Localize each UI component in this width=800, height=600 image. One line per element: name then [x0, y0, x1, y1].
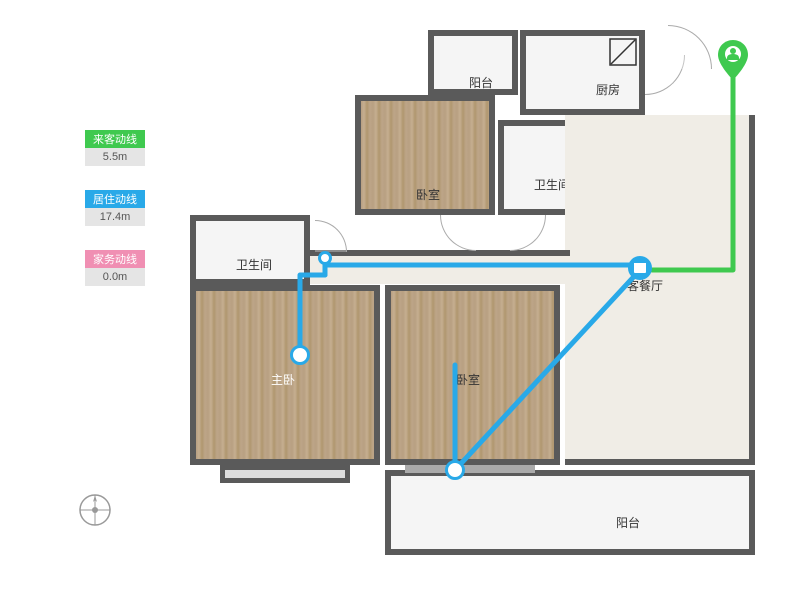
legend-panel: 来客动线 5.5m 居住动线 17.4m 家务动线 0.0m [85, 130, 145, 310]
legend-living-value: 17.4m [85, 208, 145, 226]
room-master: 主卧 [190, 285, 380, 465]
legend-chore-label: 家务动线 [85, 250, 145, 268]
door-arc [315, 220, 347, 252]
path-node [445, 460, 465, 480]
window-strip [220, 465, 350, 483]
room-master-label: 主卧 [271, 371, 295, 388]
corridor [310, 250, 570, 284]
room-bath1-label: 卫生间 [236, 256, 272, 273]
room-bedroom2: 卧室 [355, 95, 495, 215]
path-node-living-main [628, 256, 652, 280]
room-bedroom3-label: 卧室 [456, 371, 480, 388]
room-livingroom: 客餐厅 [565, 115, 755, 465]
legend-item-living: 居住动线 17.4m [85, 190, 145, 226]
room-kitchen-label: 厨房 [596, 81, 620, 98]
path-node [318, 251, 332, 265]
door-arc [510, 215, 546, 251]
legend-guest-value: 5.5m [85, 148, 145, 166]
compass-icon [75, 490, 115, 530]
door-arc [440, 215, 476, 251]
room-bath1: 卫生间 [190, 215, 310, 285]
entry-marker-icon [718, 40, 748, 80]
legend-item-chore: 家务动线 0.0m [85, 250, 145, 286]
room-balcony1: 阳台 [428, 30, 518, 95]
room-balcony2-label: 阳台 [616, 514, 640, 531]
floorplan: 阳台 厨房 卧室 卫生间 卫生间 主卧 卧室 客餐厅 阳台 [190, 20, 780, 580]
path-node [290, 345, 310, 365]
legend-guest-label: 来客动线 [85, 130, 145, 148]
room-balcony1-label: 阳台 [469, 74, 493, 91]
window-strip [405, 465, 535, 473]
door-arc [668, 25, 712, 69]
legend-living-label: 居住动线 [85, 190, 145, 208]
room-kitchen: 厨房 [520, 30, 645, 115]
legend-item-guest: 来客动线 5.5m [85, 130, 145, 166]
room-bedroom2-label: 卧室 [416, 186, 440, 203]
room-balcony2: 阳台 [385, 470, 755, 555]
room-bedroom3: 卧室 [385, 285, 560, 465]
window-icon [609, 38, 637, 66]
legend-chore-value: 0.0m [85, 268, 145, 286]
room-livingroom-label: 客餐厅 [627, 277, 663, 294]
